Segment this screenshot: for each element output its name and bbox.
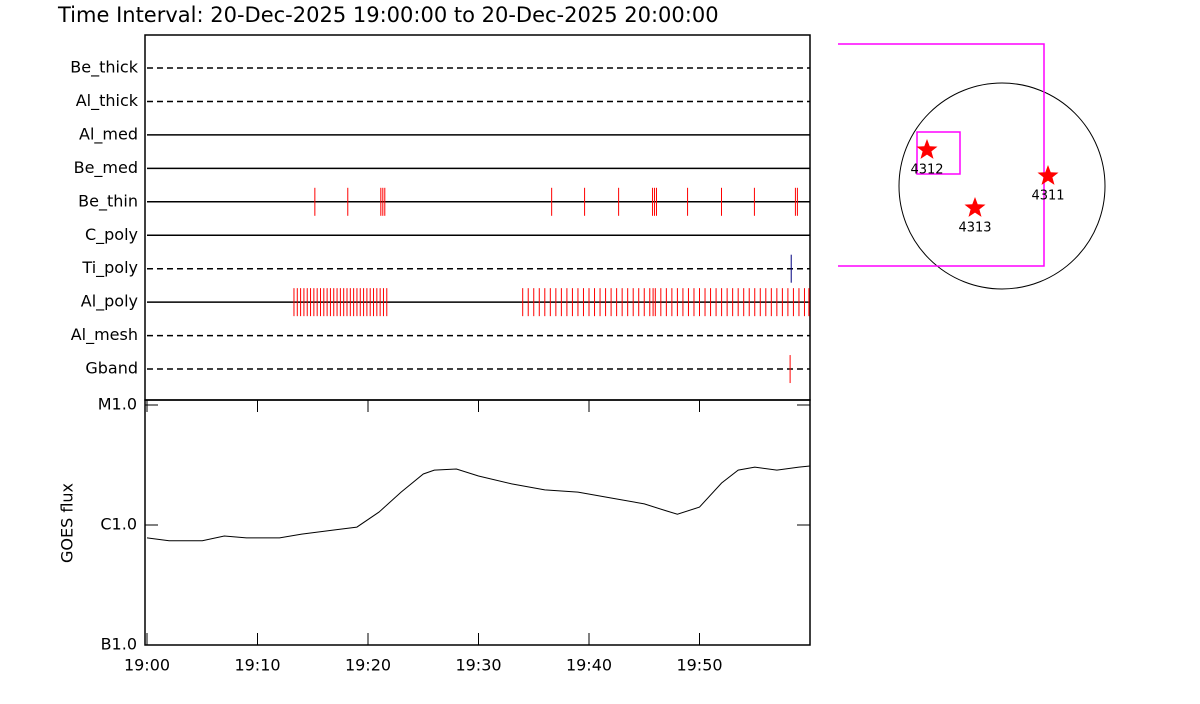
- x-tick-label: 19:10: [234, 656, 280, 675]
- filter-label: Be_med: [74, 158, 138, 178]
- region-star: [916, 139, 938, 159]
- region-star: [964, 197, 986, 217]
- y-tick-label: B1.0: [101, 635, 137, 654]
- fov-large: [838, 43, 1045, 267]
- filter-label: Al_mesh: [71, 325, 138, 345]
- filter-label: Al_poly: [81, 292, 138, 312]
- region-label: 4313: [958, 221, 991, 236]
- filter-label: Ti_poly: [81, 258, 138, 278]
- y-tick-label: C1.0: [100, 515, 137, 534]
- filter-label: Be_thick: [70, 58, 138, 78]
- region-label: 4311: [1031, 189, 1064, 204]
- y-axis-label: GOES flux: [58, 483, 77, 563]
- x-tick-label: 19:50: [676, 656, 722, 675]
- filter-label: C_poly: [85, 225, 138, 245]
- filter-label: Be_thin: [78, 191, 138, 211]
- chart-title: Time Interval: 20-Dec-2025 19:00:00 to 2…: [57, 3, 719, 27]
- filter-label: Al_med: [79, 124, 138, 144]
- filter-panel: [144, 34, 811, 401]
- y-tick-label: M1.0: [98, 395, 137, 414]
- x-tick-label: 19:30: [455, 656, 501, 675]
- filter-label: Al_thick: [76, 91, 139, 111]
- region-star: [1037, 165, 1059, 185]
- fov-small: [916, 131, 961, 175]
- x-tick-label: 19:00: [124, 656, 170, 675]
- x-tick-label: 19:20: [345, 656, 391, 675]
- filter-label: Gband: [85, 359, 138, 378]
- region-label: 4312: [910, 163, 943, 178]
- x-tick-label: 19:40: [566, 656, 612, 675]
- goes-line: [146, 465, 811, 542]
- solar-disk: [898, 82, 1106, 290]
- goes-panel: [144, 399, 811, 646]
